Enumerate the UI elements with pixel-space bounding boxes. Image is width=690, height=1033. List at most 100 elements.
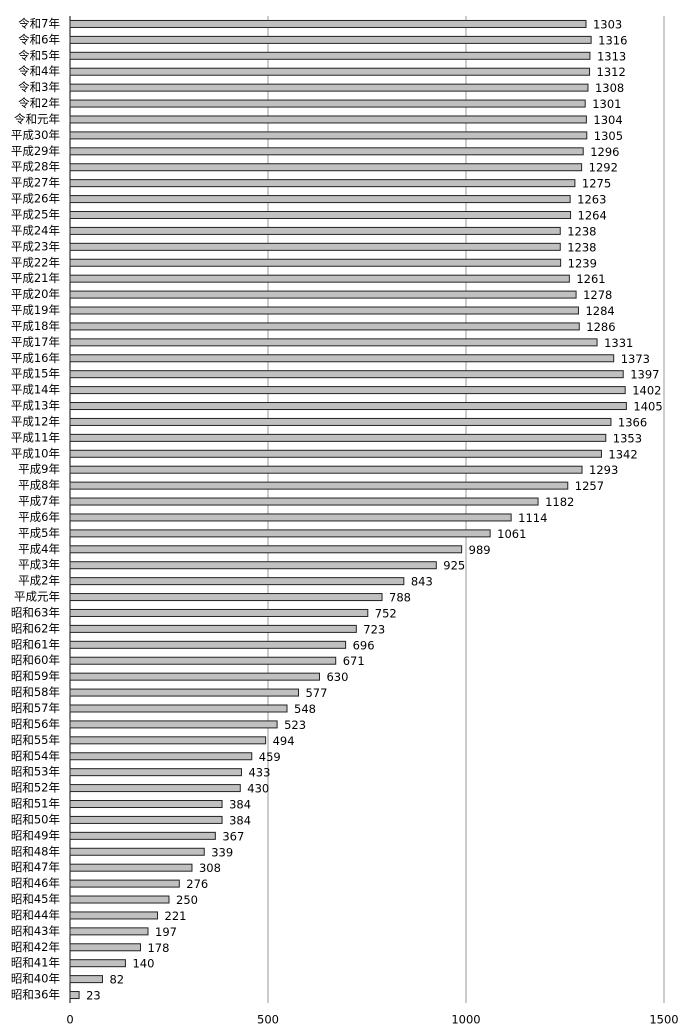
value-label: 221 bbox=[165, 909, 187, 923]
y-tick-label: 昭和46年 bbox=[11, 876, 60, 890]
value-label: 1366 bbox=[618, 415, 647, 429]
value-label: 1263 bbox=[577, 193, 606, 207]
y-tick-label: 平成4年 bbox=[18, 542, 60, 556]
y-tick-label: 令和7年 bbox=[18, 16, 60, 30]
x-tick-label: 500 bbox=[257, 1013, 279, 1027]
y-tick-label: 平成14年 bbox=[11, 383, 60, 397]
y-tick-label: 平成9年 bbox=[18, 462, 60, 476]
y-tick-label: 昭和63年 bbox=[11, 605, 60, 619]
y-tick-label: 平成27年 bbox=[11, 176, 60, 190]
y-tick-label: 昭和48年 bbox=[11, 844, 60, 858]
bar bbox=[69, 115, 587, 124]
value-label: 1373 bbox=[621, 352, 650, 366]
y-tick-label: 昭和51年 bbox=[11, 797, 60, 811]
bar bbox=[69, 800, 223, 809]
bar bbox=[69, 370, 624, 379]
y-tick-label: 昭和49年 bbox=[11, 828, 60, 842]
y-tick-label: 昭和54年 bbox=[11, 749, 60, 763]
y-tick-label: 昭和58年 bbox=[11, 685, 60, 699]
y-tick-label: 昭和60年 bbox=[11, 653, 60, 667]
value-label: 1301 bbox=[592, 97, 621, 111]
y-tick-label: 平成21年 bbox=[11, 271, 60, 285]
bar bbox=[69, 354, 615, 363]
y-tick-label: 平成20年 bbox=[11, 287, 60, 301]
bar bbox=[69, 417, 612, 426]
y-tick-label: 平成13年 bbox=[11, 399, 60, 413]
value-label: 384 bbox=[229, 798, 251, 812]
bar bbox=[69, 752, 253, 761]
y-tick-label: 昭和45年 bbox=[11, 892, 60, 906]
value-label: 696 bbox=[353, 638, 375, 652]
value-label: 1304 bbox=[593, 113, 622, 127]
bar bbox=[69, 210, 572, 219]
bar bbox=[69, 338, 598, 347]
value-label: 1402 bbox=[632, 384, 661, 398]
bar bbox=[69, 433, 607, 442]
bar bbox=[69, 593, 383, 602]
value-label: 1405 bbox=[633, 400, 662, 414]
bar bbox=[69, 672, 320, 681]
y-tick-label: 平成3年 bbox=[18, 558, 60, 572]
y-tick-label: 昭和56年 bbox=[11, 717, 60, 731]
bar bbox=[69, 704, 288, 713]
y-tick-label: 昭和47年 bbox=[11, 860, 60, 874]
bar bbox=[69, 402, 627, 411]
value-label: 1264 bbox=[578, 208, 607, 222]
y-tick-label: 平成6年 bbox=[18, 510, 60, 524]
bar bbox=[69, 927, 149, 936]
bar bbox=[69, 131, 588, 140]
bar bbox=[69, 624, 357, 633]
y-tick-label: 昭和62年 bbox=[11, 621, 60, 635]
value-label: 1239 bbox=[568, 256, 597, 270]
bar bbox=[69, 35, 592, 44]
y-tick-label: 昭和52年 bbox=[11, 781, 60, 795]
y-tick-label: 平成19年 bbox=[11, 303, 60, 317]
value-label: 1275 bbox=[582, 177, 611, 191]
y-tick-label: 平成18年 bbox=[11, 319, 60, 333]
value-label: 1305 bbox=[594, 129, 623, 143]
bar bbox=[69, 815, 223, 824]
bar bbox=[69, 736, 267, 745]
bar bbox=[69, 784, 241, 793]
y-tick-label: 令和2年 bbox=[18, 96, 60, 110]
value-label: 671 bbox=[343, 654, 365, 668]
y-tick-label: 平成17年 bbox=[11, 335, 60, 349]
value-label: 494 bbox=[273, 734, 295, 748]
bar bbox=[69, 991, 80, 1000]
y-tick-label: 平成2年 bbox=[18, 574, 60, 588]
value-label: 276 bbox=[186, 877, 208, 891]
y-tick-label: 昭和53年 bbox=[11, 765, 60, 779]
y-tick-label: 平成16年 bbox=[11, 351, 60, 365]
value-label: 630 bbox=[326, 670, 348, 684]
y-tick-label: 令和5年 bbox=[18, 48, 60, 62]
value-label: 1316 bbox=[598, 33, 627, 47]
value-label: 523 bbox=[284, 718, 306, 732]
y-tick-label: 昭和40年 bbox=[11, 972, 60, 986]
bar bbox=[69, 163, 583, 172]
value-label: 1312 bbox=[597, 65, 626, 79]
bar bbox=[69, 720, 278, 729]
y-tick-label: 平成26年 bbox=[11, 192, 60, 206]
y-tick-label: 平成7年 bbox=[18, 494, 60, 508]
x-tick-label: 1500 bbox=[649, 1013, 678, 1027]
y-tick-label: 平成8年 bbox=[18, 478, 60, 492]
value-label: 925 bbox=[443, 559, 465, 573]
value-label: 178 bbox=[147, 941, 169, 955]
value-label: 788 bbox=[389, 591, 411, 605]
value-label: 1257 bbox=[575, 479, 604, 493]
y-tick-label: 平成10年 bbox=[11, 446, 60, 460]
bar bbox=[69, 863, 193, 872]
bar bbox=[69, 847, 205, 856]
value-label: 723 bbox=[363, 622, 385, 636]
value-label: 1261 bbox=[576, 272, 605, 286]
y-tick-label: 昭和42年 bbox=[11, 940, 60, 954]
bar bbox=[69, 975, 103, 984]
bar bbox=[69, 258, 562, 267]
bar bbox=[69, 959, 126, 968]
bar bbox=[69, 274, 570, 283]
bar bbox=[69, 640, 347, 649]
y-tick-label: 平成24年 bbox=[11, 223, 60, 237]
value-label: 1331 bbox=[604, 336, 633, 350]
y-tick-label: 令和4年 bbox=[18, 64, 60, 78]
